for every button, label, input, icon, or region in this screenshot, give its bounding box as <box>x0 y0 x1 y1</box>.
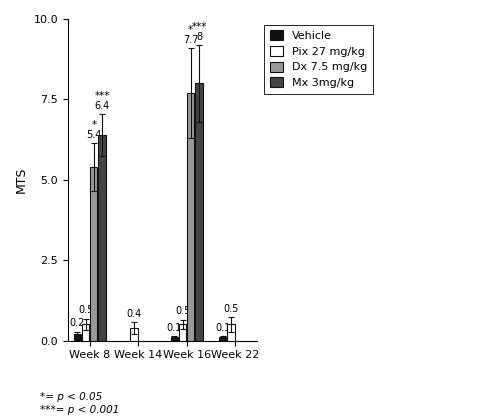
Y-axis label: MTS: MTS <box>15 166 28 193</box>
Text: *: * <box>92 120 96 130</box>
Text: 7.7: 7.7 <box>183 35 198 45</box>
Bar <box>90 167 98 341</box>
Text: ***: *** <box>94 91 110 101</box>
Bar <box>74 334 81 341</box>
Text: *= p < 0.05: *= p < 0.05 <box>40 392 102 402</box>
Bar <box>219 337 226 341</box>
Text: 0.2: 0.2 <box>70 318 85 328</box>
Text: 8: 8 <box>196 32 202 42</box>
Bar <box>196 83 202 341</box>
Bar <box>82 324 89 341</box>
Text: 0.5: 0.5 <box>224 304 238 314</box>
Text: ***= p < 0.001: ***= p < 0.001 <box>40 405 119 415</box>
Bar <box>228 324 234 341</box>
Text: 0.5: 0.5 <box>175 306 190 317</box>
Bar <box>170 337 178 341</box>
Bar <box>130 328 138 341</box>
Legend: Vehicle, Pix 27 mg/kg, Dx 7.5 mg/kg, Mx 3mg/kg: Vehicle, Pix 27 mg/kg, Dx 7.5 mg/kg, Mx … <box>264 25 373 94</box>
Text: 0.5: 0.5 <box>78 306 94 316</box>
Bar <box>187 93 194 341</box>
Text: 0.1: 0.1 <box>215 322 230 332</box>
Text: 6.4: 6.4 <box>94 100 110 111</box>
Text: ***: *** <box>192 22 206 32</box>
Text: *: * <box>188 25 194 35</box>
Text: 0.1: 0.1 <box>166 322 182 332</box>
Text: 0.4: 0.4 <box>126 309 142 319</box>
Text: 5.4: 5.4 <box>86 130 102 140</box>
Bar <box>98 135 105 341</box>
Bar <box>179 324 186 341</box>
